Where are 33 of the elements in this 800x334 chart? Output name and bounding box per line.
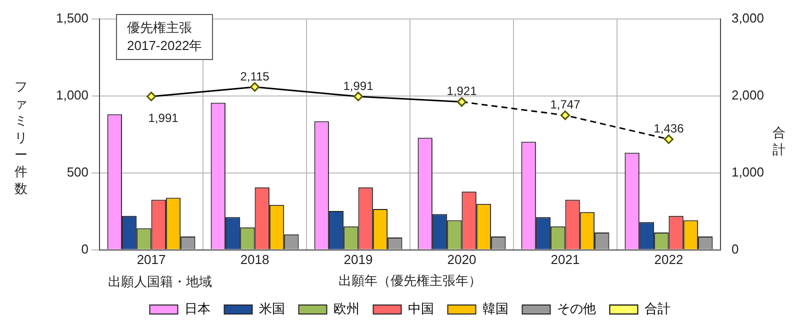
x-tick-label: 2020 — [447, 252, 476, 268]
text: 2017-2022年 — [127, 37, 202, 55]
legend-label: 米国 — [258, 301, 285, 316]
y2-tick-label: 0 — [731, 241, 739, 256]
y2-tick-label: 1,000 — [731, 164, 764, 180]
y-tick-label: 1,000 — [56, 87, 89, 102]
data-label: 1,991 — [343, 78, 374, 93]
x-tick-label: 2021 — [550, 252, 580, 268]
chart-title: 優先権主張 — [127, 19, 193, 37]
data-label: 1,921 — [446, 84, 478, 98]
legend-label: 日本 — [184, 301, 210, 316]
x-tick-label: 2022 — [654, 252, 684, 268]
y-tick-label: 500 — [66, 164, 89, 180]
data-label: 1,436 — [654, 122, 684, 136]
text: 出願人国籍・地域 — [108, 273, 212, 291]
y2-tick-label: 3,000 — [731, 10, 764, 26]
legend-label: 合計 — [644, 301, 670, 316]
data-label: 2,115 — [240, 69, 270, 84]
data-label: 1,747 — [550, 98, 581, 112]
y2-axis-title: 合計 — [772, 124, 786, 158]
x-tick-label: 2018 — [240, 252, 270, 268]
legend-label: 韓国 — [482, 301, 508, 316]
y-tick-label: 1,500 — [56, 10, 89, 26]
legend-label: 中国 — [408, 301, 434, 316]
y-tick-label: 0 — [81, 241, 89, 256]
legend-label: その他 — [556, 301, 596, 316]
y-axis-title: ファミリー件数 — [14, 78, 28, 197]
x-axis-title: 出願年（優先権主張年） — [338, 272, 482, 288]
x-tick-label: 2017 — [136, 252, 166, 268]
x-tick-label: 2019 — [344, 252, 373, 268]
legend-label: 欧州 — [333, 301, 360, 316]
y2-tick-label: 2,000 — [731, 87, 764, 102]
data-label: 1,991 — [148, 110, 179, 125]
